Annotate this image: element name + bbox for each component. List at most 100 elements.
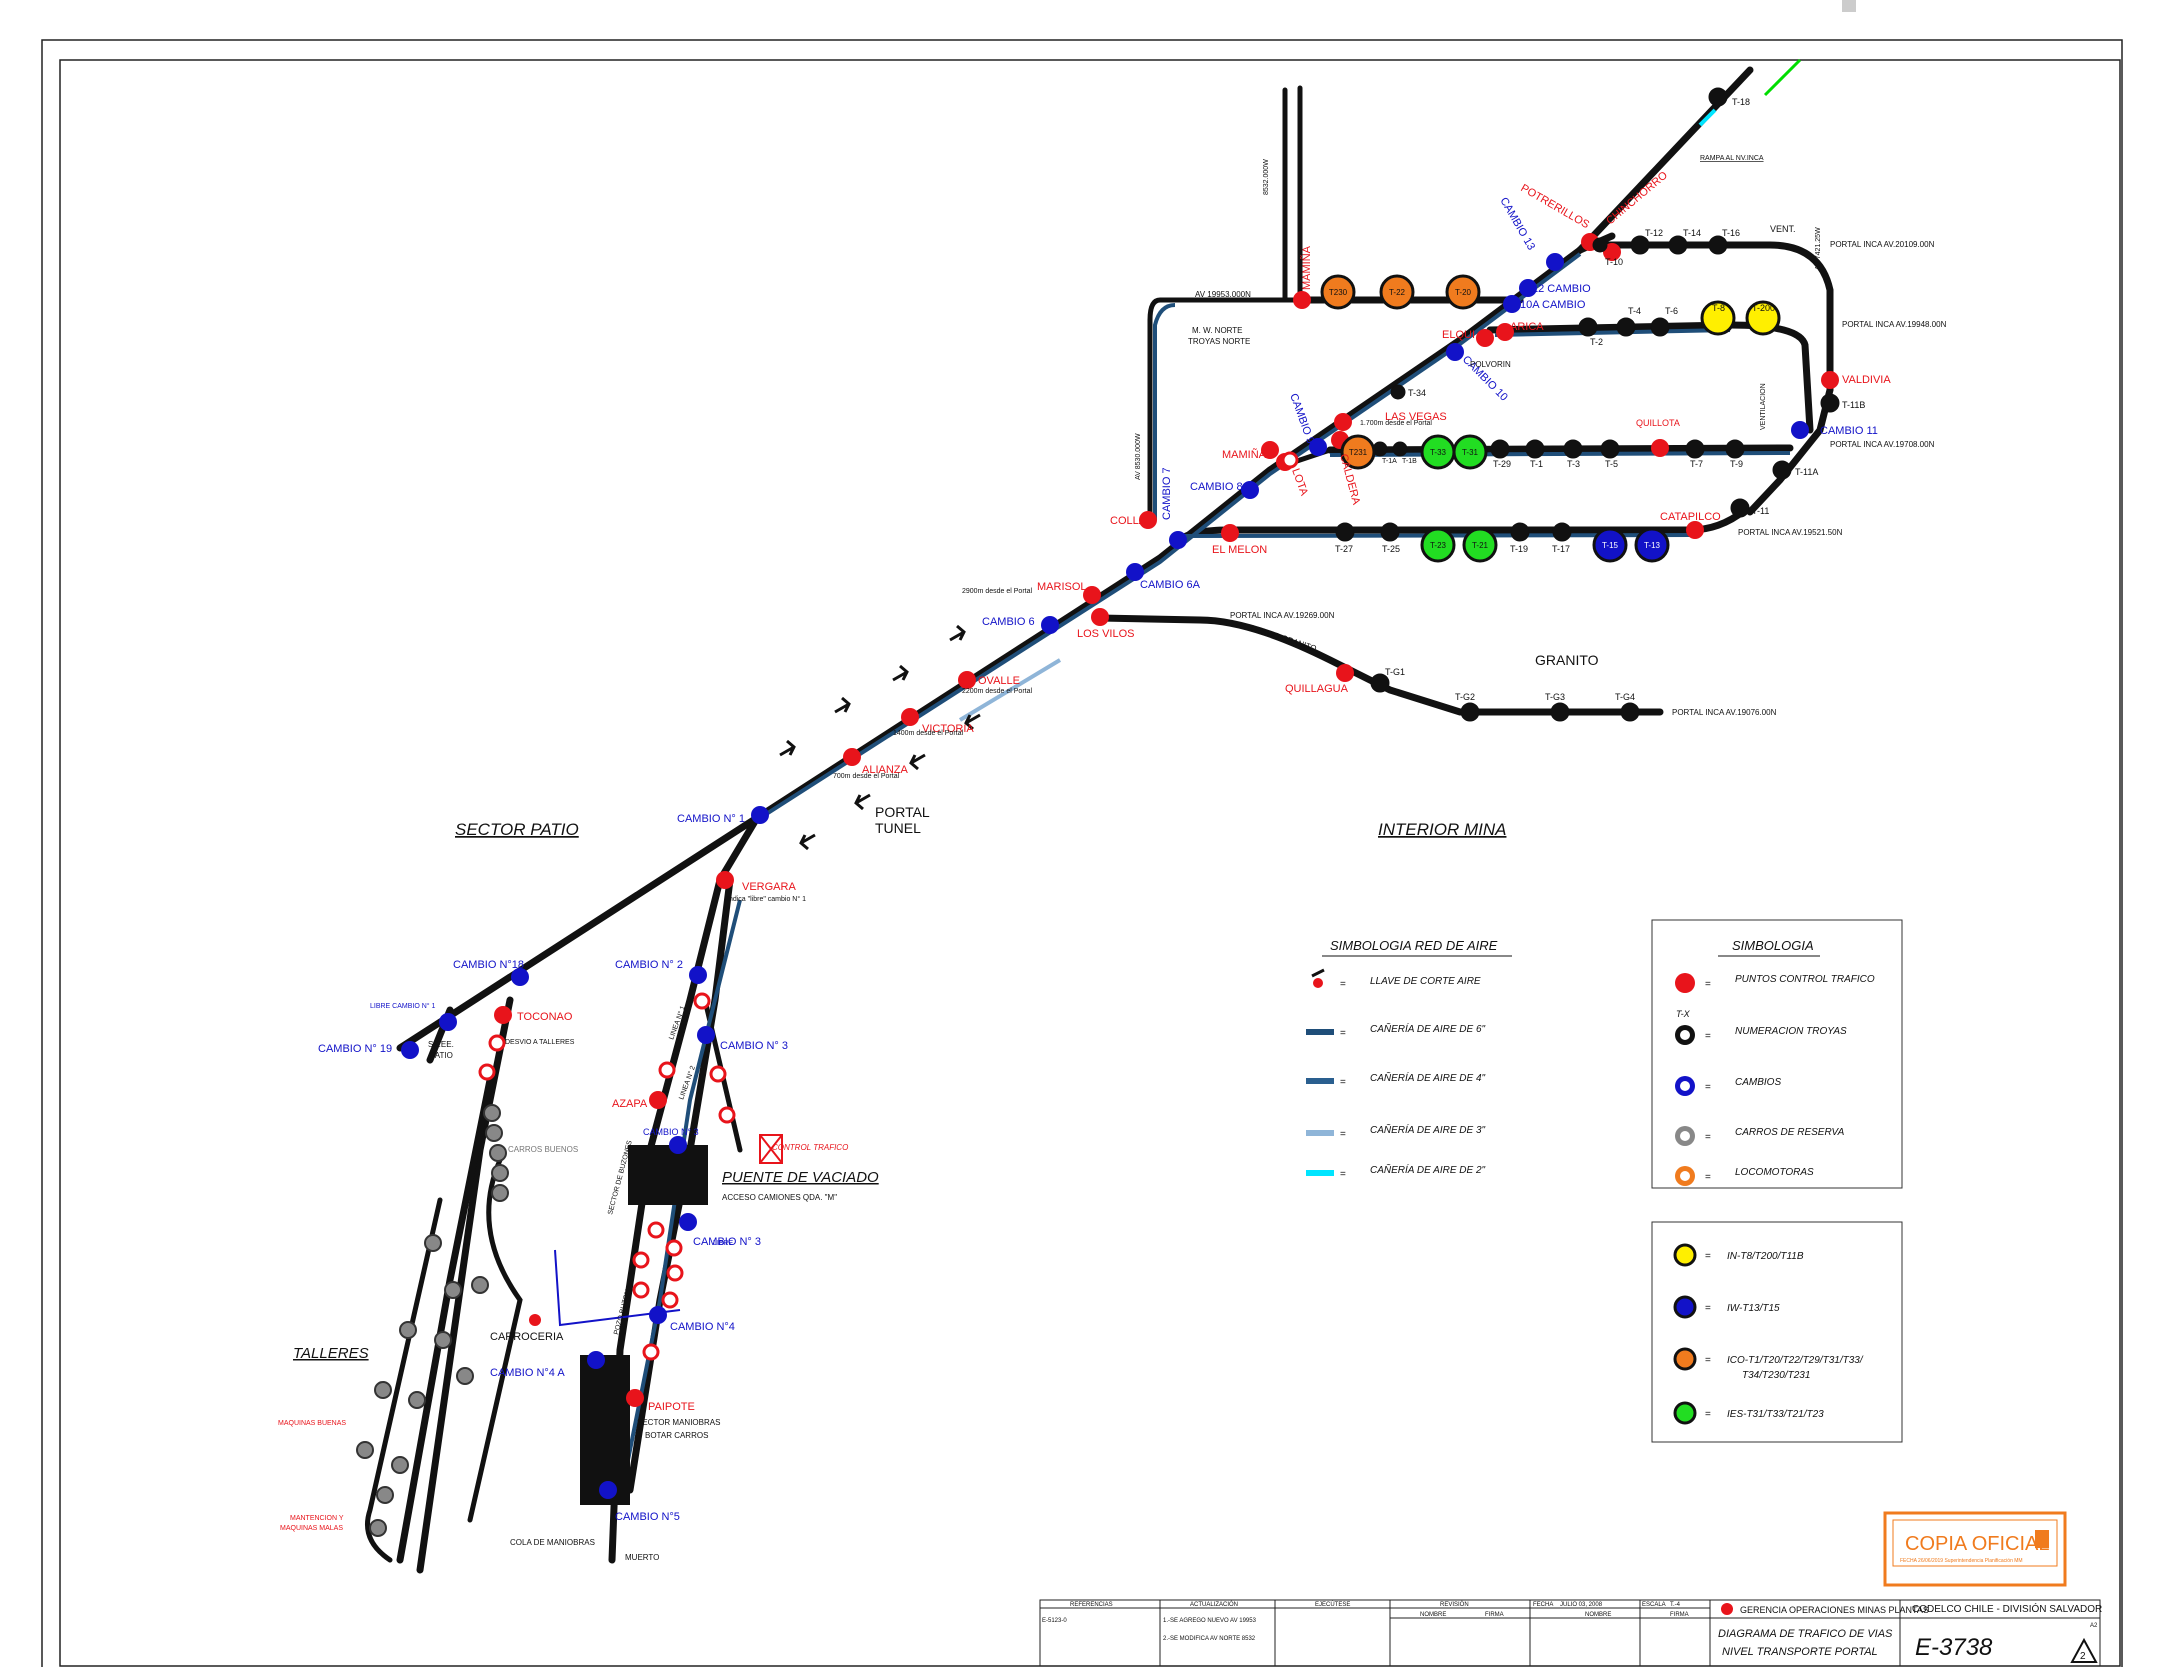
- misc-label: Indica "libre" cambio N° 1: [727, 895, 806, 903]
- tb-ref-val: E-5123-0: [1042, 1618, 1067, 1624]
- pipe-main: [758, 252, 1582, 820]
- misc-label: PATIO: [430, 1051, 453, 1060]
- troya-labels: T-18 T-10 T-12 T-14 T-16 VENT. T-2 T-4 T…: [1335, 97, 1865, 702]
- tb-escala: ESCALA: [1642, 1602, 1666, 1608]
- control-point-marker: [1293, 291, 1311, 309]
- troya-label: T-18: [1732, 97, 1750, 107]
- title-block: REFERENCIAS ACTUALIZACIÓN EJECÚTESE REVI…: [1039, 1599, 2102, 1667]
- reserve-car-marker: [483, 1104, 501, 1122]
- arrow-icon: [854, 793, 871, 811]
- control-point-marker: [1091, 608, 1109, 626]
- left-loop-track: [1147, 297, 1303, 523]
- cambio-label-4a: CAMBIO N°4 A: [490, 1367, 565, 1379]
- troya-marker: [1380, 522, 1400, 542]
- air-pipes: [554, 58, 1802, 1501]
- troya-marker: [1490, 439, 1510, 459]
- tb-upd1: 1.-SE AGREGO NUEVO AV 19953: [1163, 1618, 1257, 1624]
- misc-label: 700m desde el Portal: [833, 773, 900, 780]
- reserve-car-markers: [356, 1104, 509, 1537]
- cambio-labels: CAMBIO 13 12 CAMBIO 10A CAMBIO CAMBIO 10…: [318, 196, 1878, 1524]
- cambio-label-5: CAMBIO N°5: [615, 1511, 680, 1523]
- tb-referencias: REFERENCIAS: [1070, 1602, 1113, 1608]
- troya-label: T-1A: [1382, 458, 1397, 465]
- cambio-marker: [751, 806, 769, 824]
- locomotive-marker: [1592, 527, 1628, 563]
- misc-label: MANTENCION Y: [290, 1515, 344, 1522]
- reserve-car-marker: [369, 1519, 387, 1537]
- tb-escala-val: T.-4: [1670, 1602, 1681, 1608]
- loco-label: T-23: [1430, 541, 1447, 550]
- troya-label: T-5: [1605, 459, 1618, 469]
- tb-drawing-number: E-3738: [1915, 1634, 1993, 1661]
- arrow-icon: [799, 833, 816, 851]
- pipe-row2: [1494, 328, 1731, 337]
- codelco-logo-icon: [1721, 1603, 1733, 1615]
- legend-aire-label: CAÑERÍA DE AIRE DE 6": [1370, 1022, 1486, 1035]
- locomotive-marker: [1462, 527, 1498, 563]
- arrow-icon: [949, 624, 966, 642]
- troya-marker: [1563, 439, 1583, 459]
- tracks: [365, 66, 1834, 1574]
- troya-label: T-7: [1690, 459, 1703, 469]
- troya-marker: [1685, 439, 1705, 459]
- legend-item: = IES-T31/T33/T21/T23: [1673, 1401, 1824, 1425]
- troya-label: T-27: [1335, 544, 1353, 554]
- legend-locos: = IN-T8/T200/T11B = IW-T13/T15 = ICO-T1/…: [1651, 1221, 1903, 1443]
- granito-label: GRANITO: [1535, 652, 1599, 668]
- troya-label: T-19: [1510, 544, 1528, 554]
- troya-label: T-8: [1712, 303, 1725, 313]
- revision-triangle-icon: [2070, 1637, 2098, 1663]
- locomotive-marker: [1445, 274, 1481, 310]
- cambio-marker: [689, 966, 707, 984]
- pipe-swatch: [1306, 1170, 1334, 1176]
- cp-label-potrerillos: POTRERILLOS: [1519, 182, 1592, 231]
- troya-label: T-4: [1628, 306, 1641, 316]
- tb-fecha-val: JULIO 03, 2008: [1560, 1602, 1603, 1608]
- reserve-car-marker: [376, 1486, 394, 1504]
- troya-marker: [1552, 522, 1572, 542]
- misc-label: TROYAS NORTE: [1188, 337, 1250, 346]
- cp-label-las-vegas: LAS VEGAS: [1385, 411, 1447, 423]
- loco-label: T-13: [1644, 541, 1661, 550]
- station-ring: [718, 1106, 736, 1124]
- tunel-label: TUNEL: [875, 820, 921, 836]
- cp-label-alianza: ALIANZA: [862, 764, 909, 776]
- legend-label: IW-T13/T15: [1727, 1303, 1780, 1314]
- maniobras-block: [580, 1355, 630, 1505]
- reserve-car-marker: [489, 1144, 507, 1162]
- granito-track: [1096, 614, 1664, 716]
- cambio-label-18: CAMBIO N°18: [453, 959, 524, 971]
- legend-item: = LOCOMOTORAS: [1675, 1166, 1814, 1186]
- troya-label: T-10: [1605, 257, 1623, 267]
- misc-label: LIBRE: [713, 1240, 734, 1247]
- loco-label: T-33: [1430, 448, 1447, 457]
- legend-box: [1651, 919, 1903, 1189]
- legend-swatch: [1673, 1347, 1697, 1371]
- reserve-car-marker: [485, 1124, 503, 1142]
- stamp-border: [1883, 1511, 2067, 1587]
- control-point-marker: [1336, 664, 1354, 682]
- portal-label: PORTAL INCA AV.19948.00N: [1842, 320, 1947, 329]
- control-point-marker: [1476, 329, 1494, 347]
- tb-firma-2: FIRMA: [1670, 1612, 1689, 1618]
- pipe-swatch: [1306, 1130, 1334, 1136]
- locomotive-marker: [1452, 434, 1488, 470]
- title-block-grid: [1040, 1600, 2100, 1666]
- legend-simbologia: SIMBOLOGIA = PUNTOS CONTROL TRAFICO T-X …: [1651, 919, 1903, 1189]
- arrow-icon: [909, 753, 926, 771]
- legend-item: = ICO-T1/T20/T22/T29/T31/T33/ T34/T230/T…: [1673, 1347, 1864, 1381]
- pipe-2in: [1698, 108, 1717, 127]
- misc-label: ACCESO CAMIONES QDA. "M": [722, 1193, 837, 1202]
- legend-aire-label: LLAVE DE CORTE AIRE: [1370, 976, 1481, 987]
- cambio-label-11: CAMBIO 11: [1820, 425, 1878, 437]
- pipe-3in: [958, 658, 1062, 722]
- legend-item: = CAMBIOS: [1675, 1076, 1781, 1096]
- troya-marker: [1592, 237, 1608, 253]
- tb-formato: A2: [2090, 1623, 2098, 1629]
- inner-frame: [59, 59, 2121, 1667]
- cambio-marker: [1791, 421, 1809, 439]
- cambio-marker: [1241, 481, 1259, 499]
- legend-aire-item: = CAÑERÍA DE AIRE DE 2": [1306, 1163, 1486, 1180]
- cambio-marker: [697, 1026, 715, 1044]
- row2-track: [1486, 321, 1814, 434]
